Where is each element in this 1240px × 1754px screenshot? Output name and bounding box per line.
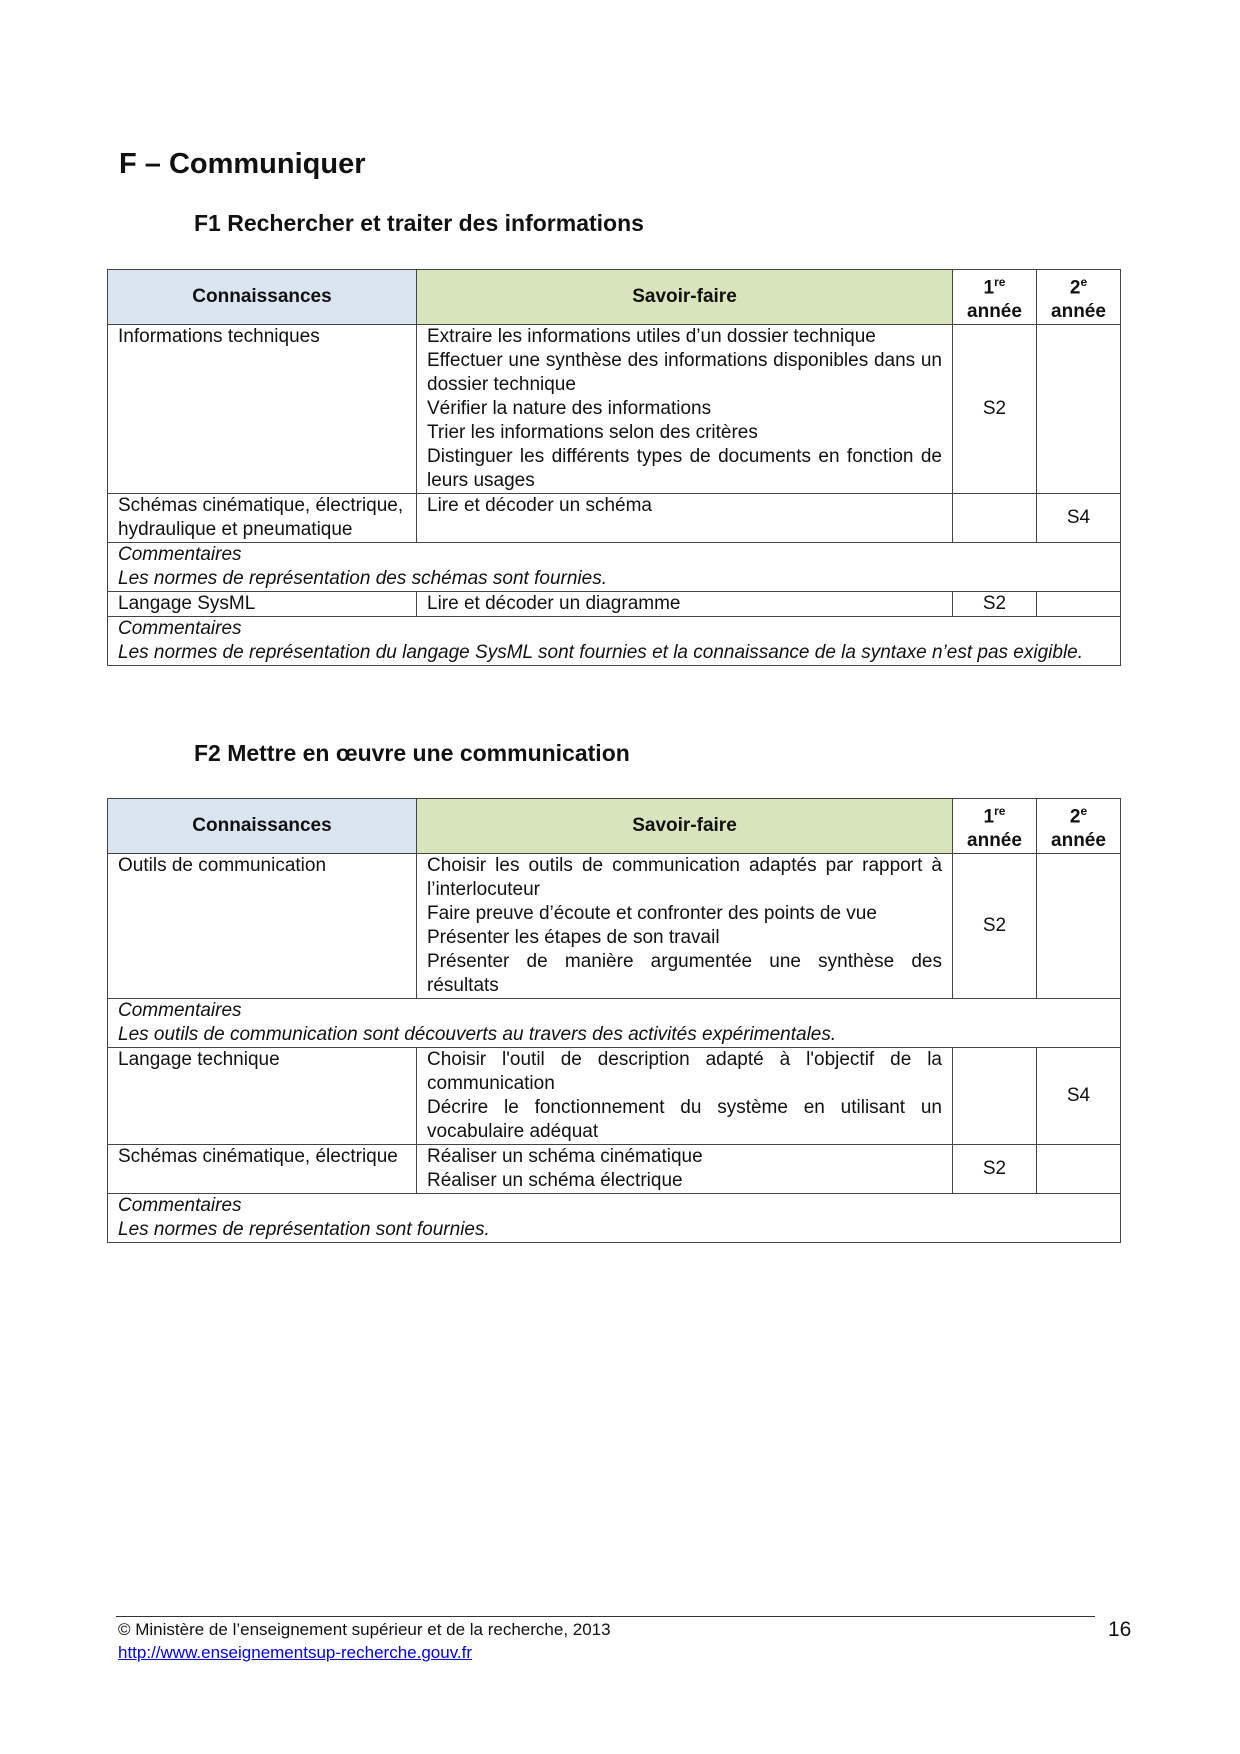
f2-code: F2 bbox=[194, 740, 221, 766]
savoir-faire-item: Décrire le fonctionnement du système en … bbox=[427, 1097, 942, 1143]
header-savoir-faire: Savoir-faire bbox=[416, 797, 953, 855]
header-year-2: 2e année bbox=[1036, 797, 1121, 855]
savoir-faire-item: Présenter les étapes de son travail bbox=[427, 927, 720, 949]
header-row: Connaissances Savoir-faire 1re année 2e année bbox=[107, 797, 1121, 855]
savoir-faire-cell: Extraire les informations utiles d’un do… bbox=[416, 324, 953, 495]
comment-label: Commentaires bbox=[118, 618, 242, 640]
comment-label: Commentaires bbox=[118, 544, 242, 566]
footer-divider bbox=[116, 1616, 1095, 1617]
header-row: Connaissances Savoir-faire 1re année 2e année bbox=[107, 268, 1121, 326]
connaissance-cell: Outils de communication bbox=[107, 853, 417, 1000]
year-1-cell: S2 bbox=[952, 324, 1037, 495]
savoir-faire-item: Choisir les outils de communication adap… bbox=[427, 855, 942, 901]
table-row: Langage SysML Lire et décoder un diagramm… bbox=[107, 591, 1121, 618]
page-number: 16 bbox=[1108, 1618, 1132, 1641]
year-2-cell bbox=[1036, 324, 1121, 495]
f1-code: F1 bbox=[194, 210, 221, 236]
section-title: F – Communiquer bbox=[119, 148, 366, 180]
year-2-cell: S4 bbox=[1036, 1047, 1121, 1146]
connaissance-cell: Informations techniques bbox=[107, 324, 417, 495]
savoir-faire-item: Lire et décoder un schéma bbox=[427, 495, 652, 517]
year-1-cell: S2 bbox=[952, 1144, 1037, 1195]
header-year-1: 1re année bbox=[952, 797, 1037, 855]
connaissance-cell: Schémas cinématique, électrique, hydraul… bbox=[107, 493, 417, 544]
header-year-1: 1re année bbox=[952, 268, 1037, 326]
table-row: Schémas cinématique, électrique Réaliser … bbox=[107, 1144, 1121, 1195]
comment-row: Commentaires Les outils de communication … bbox=[107, 998, 1121, 1049]
savoir-faire-item: Réaliser un schéma électrique bbox=[427, 1170, 683, 1192]
f2-table: Connaissances Savoir-faire 1re année 2e année… bbox=[107, 797, 1121, 1244]
savoir-faire-item: Lire et décoder un diagramme bbox=[427, 593, 681, 615]
comment-label: Commentaires bbox=[118, 1000, 242, 1022]
comment-text: Les normes de représentation sont fourni… bbox=[118, 1219, 490, 1241]
comment-row: Commentaires Les normes de représentation… bbox=[107, 1193, 1121, 1244]
f1-heading: F1 Rechercher et traiter des information… bbox=[194, 210, 644, 237]
year-2-cell bbox=[1036, 591, 1121, 618]
year-2-cell bbox=[1036, 853, 1121, 1000]
year-1-cell: S2 bbox=[952, 853, 1037, 1000]
savoir-faire-item: Extraire les informations utiles d’un do… bbox=[427, 326, 876, 348]
savoir-faire-cell: Choisir les outils de communication adap… bbox=[416, 853, 953, 1000]
year-1-cell: S2 bbox=[952, 591, 1037, 618]
header-year-2: 2e année bbox=[1036, 268, 1121, 326]
comment-label: Commentaires bbox=[118, 1195, 242, 1217]
savoir-faire-cell: Réaliser un schéma cinématique Réaliser u… bbox=[416, 1144, 953, 1195]
year-1-cell bbox=[952, 1047, 1037, 1146]
comment-text: Les outils de communication sont découve… bbox=[118, 1024, 837, 1046]
footer-copyright: © Ministère de l’enseignement supérieur … bbox=[118, 1620, 611, 1639]
table-row: Schémas cinématique, électrique, hydraul… bbox=[107, 493, 1121, 544]
connaissance-cell: Schémas cinématique, électrique bbox=[107, 1144, 417, 1195]
comment-row: Commentaires Les normes de représentation… bbox=[107, 616, 1121, 667]
savoir-faire-item: Choisir l'outil de description adapté à … bbox=[427, 1049, 942, 1095]
savoir-faire-item: Distinguer les différents types de docum… bbox=[427, 446, 942, 492]
savoir-faire-item: Réaliser un schéma cinématique bbox=[427, 1146, 703, 1168]
savoir-faire-item: Trier les informations selon des critère… bbox=[427, 422, 758, 444]
year-2-cell bbox=[1036, 1144, 1121, 1195]
footer-link[interactable]: http://www.enseignementsup-recherche.gou… bbox=[118, 1643, 473, 1662]
f1-title: Rechercher et traiter des informations bbox=[227, 210, 644, 236]
savoir-faire-cell: Lire et décoder un schéma bbox=[416, 493, 953, 544]
header-connaissances: Connaissances bbox=[107, 797, 417, 855]
savoir-faire-item: Effectuer une synthèse des informations … bbox=[427, 350, 942, 396]
savoir-faire-item: Présenter de manière argumentée une synt… bbox=[427, 951, 942, 997]
savoir-faire-cell: Choisir l'outil de description adapté à … bbox=[416, 1047, 953, 1146]
connaissance-cell: Langage technique bbox=[107, 1047, 417, 1146]
connaissance-cell: Langage SysML bbox=[107, 591, 417, 618]
comment-row: Commentaires Les normes de représentation… bbox=[107, 542, 1121, 593]
f1-table: Connaissances Savoir-faire 1re année 2e année… bbox=[107, 268, 1121, 667]
savoir-faire-cell: Lire et décoder un diagramme bbox=[416, 591, 953, 618]
savoir-faire-item: Faire preuve d’écoute et confronter des … bbox=[427, 903, 877, 925]
savoir-faire-item: Vérifier la nature des informations bbox=[427, 398, 712, 420]
comment-text: Les normes de représentation du langage … bbox=[118, 642, 1084, 664]
table-row: Informations techniques Extraire les info… bbox=[107, 324, 1121, 495]
header-savoir-faire: Savoir-faire bbox=[416, 268, 953, 326]
f2-heading: F2 Mettre en œuvre une communication bbox=[194, 740, 630, 767]
f2-title: Mettre en œuvre une communication bbox=[227, 740, 630, 766]
header-connaissances: Connaissances bbox=[107, 268, 417, 326]
year-1-cell bbox=[952, 493, 1037, 544]
year-2-cell: S4 bbox=[1036, 493, 1121, 544]
table-row: Outils de communication Choisir les outil… bbox=[107, 853, 1121, 1000]
table-row: Langage technique Choisir l'outil de desc… bbox=[107, 1047, 1121, 1146]
comment-text: Les normes de représentation des schémas… bbox=[118, 568, 607, 590]
